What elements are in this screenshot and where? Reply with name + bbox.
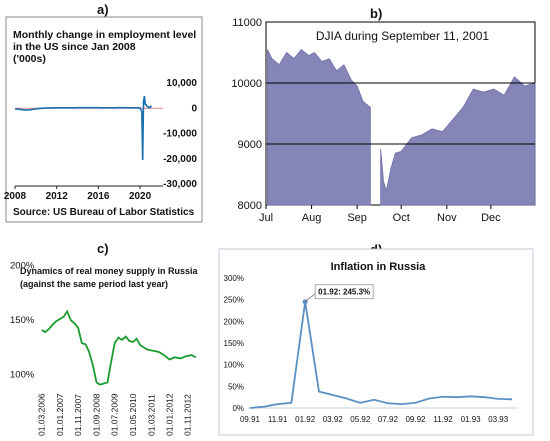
chart-b-title: DJIA during September 11, 2001 bbox=[316, 29, 490, 43]
chart-a-y-tick: -20,000 bbox=[163, 154, 197, 165]
panel-label-c: c) bbox=[97, 241, 109, 256]
chart-b-y-tick: 10000 bbox=[231, 78, 262, 90]
chart-d-x-tick: 11.92 bbox=[433, 415, 453, 424]
chart-c-x-tick: 01.01.2012 bbox=[165, 393, 175, 436]
chart-d-x-tick: 05.92 bbox=[350, 415, 371, 424]
chart-c-x-tick: 01.01.2007 bbox=[55, 393, 65, 436]
chart-d-x-tick: 03.93 bbox=[488, 415, 509, 424]
chart-a-x-tick: 2008 bbox=[4, 191, 27, 202]
chart-a-x-tick: 2020 bbox=[129, 191, 152, 202]
chart-a-title-line: ('000s) bbox=[13, 53, 46, 65]
chart-b-x-tick: Aug bbox=[302, 212, 322, 224]
chart-a-y-tick: -10,000 bbox=[163, 129, 197, 140]
chart-c-title-line: Dynamics of real money supply in Russia bbox=[20, 266, 199, 276]
chart-d-y-tick: 150% bbox=[224, 339, 244, 348]
panel-label-a: a) bbox=[97, 2, 109, 17]
chart-b-x-tick: Jul bbox=[259, 212, 273, 224]
chart-d-annotation-box bbox=[314, 284, 374, 300]
chart-a-frame bbox=[5, 16, 203, 223]
chart-a-title-line: Monthly change in employment level bbox=[13, 29, 196, 41]
chart-d-y-tick: 300% bbox=[224, 274, 244, 283]
chart-d-annotation: 01.92: 245.3% bbox=[318, 288, 370, 297]
chart-d-x-tick: 09.92 bbox=[405, 415, 426, 424]
chart-d-x-tick: 07.92 bbox=[378, 415, 399, 424]
chart-c-x-tick: 01.11.2007 bbox=[73, 394, 83, 436]
chart-d-x-tick: 01.92 bbox=[295, 415, 316, 424]
chart-a-y-tick: 10,000 bbox=[166, 78, 197, 89]
chart-b-area-segment bbox=[380, 76, 536, 206]
chart-c-title-line: (against the same period last year) bbox=[20, 279, 168, 289]
chart-d-series-line bbox=[249, 301, 513, 409]
chart-d-y-tick: 0% bbox=[232, 404, 244, 413]
chart-d-x-tick: 11.91 bbox=[268, 415, 288, 424]
chart-d-y-tick: 50% bbox=[228, 382, 244, 391]
chart-d-annotation-leader bbox=[304, 293, 316, 303]
chart-b-area-segment bbox=[267, 48, 371, 206]
chart-c-y-tick: 200% bbox=[10, 260, 35, 271]
chart-a-source: Source: US Bureau of Labor Statistics bbox=[13, 207, 195, 218]
chart-inflation: Inflation in Russia 300% 250% 200% 150% 100% 5… bbox=[218, 248, 534, 436]
chart-d-y-tick: 250% bbox=[224, 296, 244, 305]
chart-c-x-tick: 01.03.2011 bbox=[146, 394, 156, 436]
chart-c-y-tick: 150% bbox=[10, 315, 35, 326]
chart-a-series-line bbox=[14, 96, 153, 161]
chart-b-x-tick: Dec bbox=[481, 212, 501, 224]
chart-d-title: Inflation in Russia bbox=[331, 261, 427, 273]
chart-money-supply: 200% 150% 100% Dynamics of real money suppl… bbox=[10, 260, 199, 436]
chart-d-x-tick: 01.93 bbox=[461, 415, 482, 424]
chart-b-x-tick: Oct bbox=[393, 212, 410, 224]
chart-d-x-tick: 09.91 bbox=[240, 415, 261, 424]
chart-b-y-tick: 9000 bbox=[238, 139, 262, 151]
chart-d-x-tick: 03.92 bbox=[323, 415, 344, 424]
chart-c-x-tick: 01.09.2008 bbox=[92, 393, 102, 436]
chart-c-x-tick: 01.11.2012 bbox=[183, 394, 193, 436]
chart-c-series-line bbox=[41, 309, 197, 386]
chart-b-y-tick: 8000 bbox=[238, 200, 262, 212]
chart-c-y-tick: 100% bbox=[10, 370, 35, 381]
chart-d-y-tick: 200% bbox=[224, 317, 244, 326]
chart-b-y-tick: 11000 bbox=[232, 17, 262, 29]
chart-c-x-tick: 01.05.2010 bbox=[128, 393, 138, 436]
chart-b-x-tick: Nov bbox=[437, 212, 457, 224]
chart-d-frame bbox=[218, 248, 534, 436]
chart-c-x-tick: 01.07.2009 bbox=[110, 393, 120, 436]
panel-label-b: b) bbox=[370, 6, 383, 21]
chart-a-y-tick: 0 bbox=[191, 103, 197, 114]
chart-a-x-tick: 2012 bbox=[46, 191, 69, 202]
chart-d-y-tick: 100% bbox=[224, 361, 244, 370]
chart-a-y-tick: -30,000 bbox=[163, 179, 197, 190]
chart-a-x-tick: 2016 bbox=[87, 191, 110, 202]
chart-c-x-tick: 01.03.2006 bbox=[37, 393, 47, 436]
chart-b-x-tick: Sep bbox=[347, 212, 367, 224]
chart-a-title-line: in the US since Jan 2008 bbox=[13, 41, 136, 53]
